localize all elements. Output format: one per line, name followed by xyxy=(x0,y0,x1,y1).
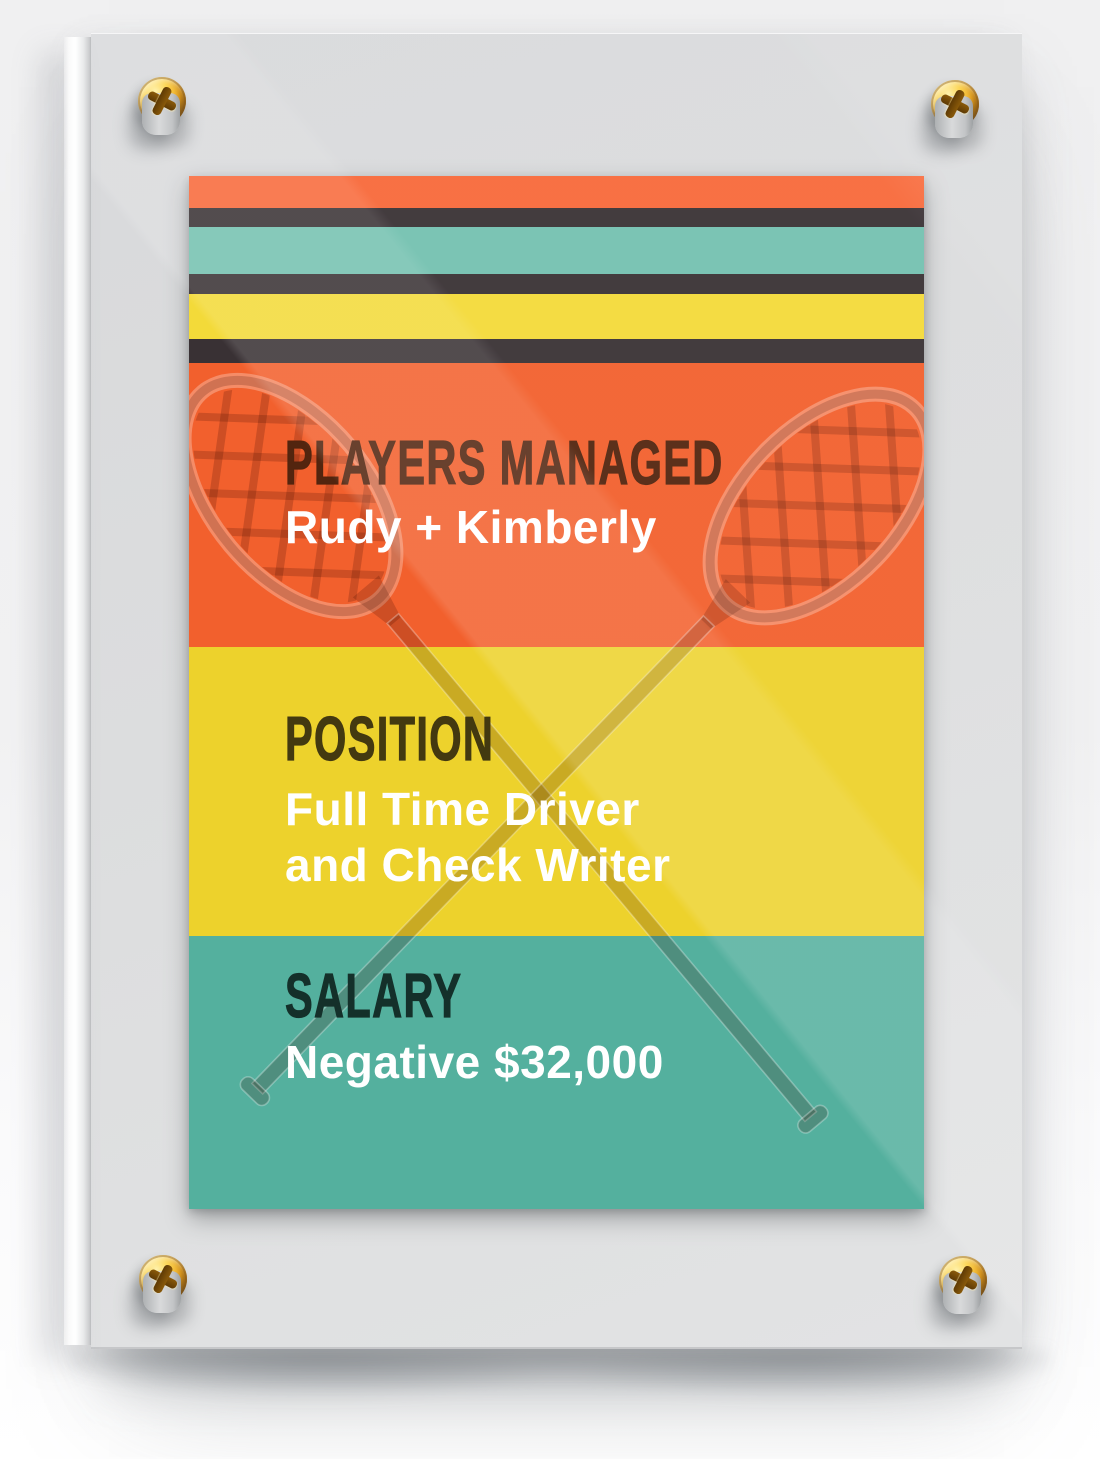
acrylic-frame: PLAYERS MANAGED Rudy + Kimberly POSITION… xyxy=(64,33,1022,1349)
position-label: POSITION xyxy=(285,705,495,774)
section-value: Negative $32,000 xyxy=(285,1034,924,1090)
section-background-salary xyxy=(189,936,924,1209)
stripe-orange xyxy=(189,176,924,208)
acrylic-left-edge xyxy=(64,37,91,1345)
position-value-line-1: Full Time Driver xyxy=(285,783,640,835)
salary-label: SALARY xyxy=(285,962,463,1031)
poster: PLAYERS MANAGED Rudy + Kimberly POSITION… xyxy=(189,176,924,1209)
salary-value: Negative $32,000 xyxy=(285,1036,664,1088)
section-players-managed: PLAYERS MANAGED Rudy + Kimberly xyxy=(189,363,924,555)
frame-drop-shadow xyxy=(70,1350,1050,1422)
section-background-position xyxy=(189,647,924,936)
players-managed-value: Rudy + Kimberly xyxy=(285,501,657,553)
stripe-yellow xyxy=(189,294,924,339)
stripe-black xyxy=(189,339,924,363)
stripe-pattern xyxy=(189,176,924,363)
section-label: SALARY xyxy=(285,962,924,1031)
screw-icon-top-right xyxy=(931,80,979,138)
section-value: Rudy + Kimberly xyxy=(285,499,924,555)
section-label: PLAYERS MANAGED xyxy=(285,429,924,498)
stripe-teal xyxy=(189,227,924,274)
section-value: Full Time Driver and Check Writer xyxy=(285,781,924,893)
screw-icon-top-left xyxy=(138,77,186,135)
position-value-line-2: and Check Writer xyxy=(285,839,671,891)
screw-icon-bottom-left xyxy=(139,1255,187,1313)
players-managed-label: PLAYERS MANAGED xyxy=(285,429,724,498)
section-salary: SALARY Negative $32,000 xyxy=(189,936,924,1090)
stripe-black xyxy=(189,274,924,294)
section-label: POSITION xyxy=(285,705,924,774)
section-position: POSITION Full Time Driver and Check Writ… xyxy=(189,647,924,893)
stripe-black xyxy=(189,208,924,227)
screw-icon-bottom-right xyxy=(939,1256,987,1314)
